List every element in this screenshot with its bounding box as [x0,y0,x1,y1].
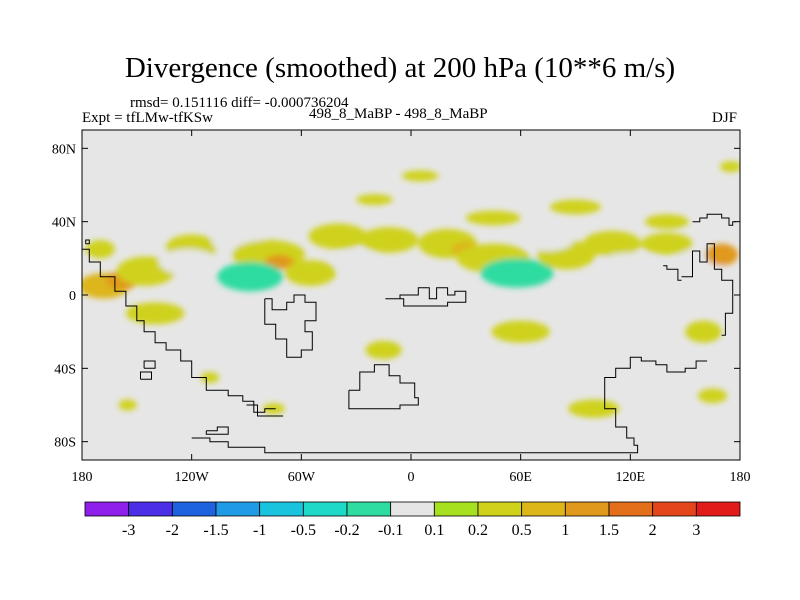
coastline [663,265,682,281]
anomaly-blob [264,254,295,270]
anomaly-blob [544,425,589,440]
colorbar-label: 2 [649,522,657,539]
y-tick-label: 40N [52,216,76,231]
colorbar-swatch [521,501,566,517]
colorbar: -3 -2 -1.5 -1 -0.5 -0.2 -0.1 0.1 0.2 0.5 1 1.5 2 3 [84,501,741,539]
anomaly-blob [200,372,220,383]
anomaly-blob [118,399,137,411]
anomaly-blob [549,199,602,215]
colorbar-swatch [84,501,130,517]
colorbar-swatch [259,501,304,517]
anomaly-blob [685,320,722,343]
coastline [191,356,708,454]
colorbar-label: -0.2 [334,522,359,539]
x-tick-label: 60W [288,470,316,485]
y-tick-label: 80N [52,142,76,157]
coastline [348,364,419,410]
anomaly-field [82,161,740,440]
colorbar-swatch [390,501,435,517]
colorbar-label: -1.5 [203,522,228,539]
anomaly-blob [312,311,364,334]
anomaly-blob [568,399,620,418]
y-tick-label: 80S [54,436,76,451]
anomaly-blob [359,227,419,253]
coastline [85,239,90,245]
anomaly-blob [641,232,693,255]
anomaly-blob [217,262,284,292]
anomaly-blob [465,210,521,226]
y-tick-label: 40S [54,362,76,377]
x-tick-label: 180 [72,470,93,485]
anomaly-blob [522,229,574,251]
anomaly-blob [719,161,740,173]
x-tick-label: 120W [175,470,210,485]
colorbar-swatch [302,501,348,517]
x-tick-label: 180 [730,470,751,485]
rmsd-diff-label: rmsd= 0.151116 diff= -0.000736204 [130,95,349,111]
chart-title: Divergence (smoothed) at 200 hPa (10**6 … [124,52,676,84]
colorbar-label: -1 [253,522,266,539]
anomaly-blob [158,249,218,275]
coastline [692,213,737,226]
anomaly-blob [125,302,185,325]
coastline [681,243,734,336]
colorbar-label: 0.5 [512,522,532,539]
anomaly-blob [644,214,689,230]
colorbar-swatch [433,501,479,517]
colorbar-label: 1 [561,522,569,539]
coastlines [82,213,737,454]
anomaly-blob [582,230,642,257]
anomaly-blob [401,170,439,182]
coastline [140,371,152,380]
anomaly-blob [491,320,550,343]
anomaly-blob [480,258,554,288]
x-tick-label: 120E [616,470,646,485]
colorbar-swatch [564,501,610,517]
colorbar-label: -3 [122,522,135,539]
colorbar-swatch [215,501,261,517]
coastline [246,404,284,417]
x-tick-label: 0 [408,470,415,485]
colorbar-label: -2 [166,522,179,539]
anomaly-blob [407,320,452,343]
anomaly-blob [597,252,664,279]
colorbar-label: 0.2 [468,522,488,539]
colorbar-label: 0.1 [424,522,444,539]
anomaly-blob [284,260,337,286]
anomaly-blob [308,223,368,250]
season-label: DJF [711,110,737,126]
colorbar-swatch [171,501,217,517]
coastline [205,426,229,435]
axes: 180 120W 60W 0 60E 120E 180 80N 40N 0 40S 80S [52,130,751,485]
colorbar-swatch [346,501,392,517]
colorbar-label: -0.5 [291,522,316,539]
case-label: 498_8_MaBP - 498_8_MaBP [309,106,488,122]
y-tick-label: 0 [69,289,76,304]
x-tick-label: 60E [509,470,532,485]
colorbar-label: 3 [692,522,700,539]
anomaly-blob [334,249,379,275]
coastline [264,294,317,358]
colorbar-label: -0.1 [378,522,403,539]
coastline [385,287,467,307]
experiment-label: Expt = tfLMw-tfKSw [82,110,213,126]
colorbar-swatch [477,501,523,517]
colorbar-swatch [608,501,654,517]
anomaly-blob [697,388,728,404]
anomaly-blob [356,194,393,206]
colorbar-label: 1.5 [599,522,619,539]
colorbar-swatch [695,501,741,517]
colorbar-swatch [128,501,173,517]
anomaly-blob [365,340,402,360]
coastline [82,248,276,413]
anomaly-blob [586,328,638,354]
anomaly-blob [705,243,739,266]
anomaly-blob [85,240,115,259]
coastline [143,360,156,369]
colorbar-swatch [652,501,697,517]
